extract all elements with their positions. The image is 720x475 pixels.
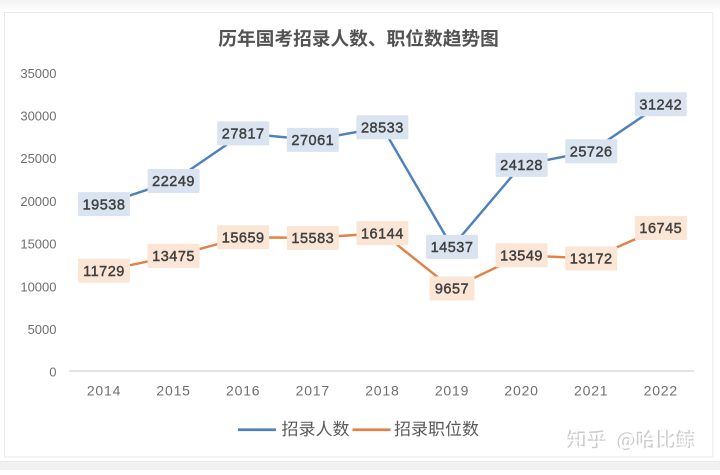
svg-text:27061: 27061 [291,133,334,149]
svg-text:13172: 13172 [570,252,613,268]
svg-text:10000: 10000 [20,279,56,294]
svg-text:2021: 2021 [574,383,608,399]
svg-text:15659: 15659 [222,231,265,247]
svg-text:19538: 19538 [83,197,126,213]
svg-text:11729: 11729 [83,264,125,280]
svg-text:31242: 31242 [639,97,682,113]
svg-text:25000: 25000 [20,151,56,166]
svg-text:27817: 27817 [222,127,265,143]
svg-text:14537: 14537 [431,240,474,256]
svg-text:2016: 2016 [226,383,260,399]
svg-text:13549: 13549 [500,249,543,265]
svg-text:16745: 16745 [639,221,682,237]
svg-text:30000: 30000 [20,109,56,124]
svg-text:15000: 15000 [20,237,56,252]
svg-text:2022: 2022 [644,383,678,399]
svg-text:9657: 9657 [435,282,469,298]
svg-text:2017: 2017 [296,383,330,399]
svg-text:35000: 35000 [20,66,56,81]
svg-text:5000: 5000 [28,322,57,337]
svg-text:16144: 16144 [361,226,404,242]
svg-text:25726: 25726 [570,145,613,161]
svg-text:2020: 2020 [504,383,538,399]
svg-text:0: 0 [49,365,56,380]
svg-text:13475: 13475 [152,249,195,265]
svg-text:20000: 20000 [20,194,56,209]
svg-text:2014: 2014 [87,383,121,399]
svg-text:15583: 15583 [291,231,334,247]
svg-text:22249: 22249 [152,174,195,190]
svg-text:2019: 2019 [435,383,469,399]
svg-text:28533: 28533 [361,121,404,137]
svg-text:2015: 2015 [156,383,190,399]
svg-text:24128: 24128 [500,158,543,174]
svg-text:2018: 2018 [365,383,399,399]
